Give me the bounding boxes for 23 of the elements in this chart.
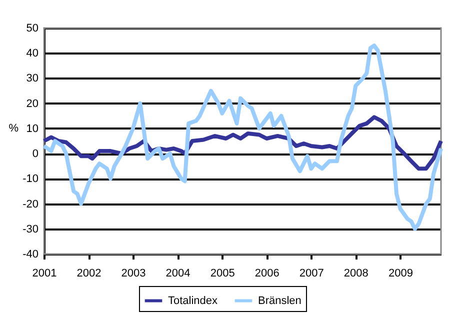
x-tick-label: 2006: [254, 268, 280, 280]
x-tick-label: 2004: [166, 268, 190, 280]
x-tick-label: 2001: [32, 268, 57, 280]
y-tick-label: 40: [26, 48, 38, 60]
x-tick-label: 2003: [121, 268, 146, 280]
y-tick-label: -40: [22, 248, 38, 260]
legend-label: Totalindex: [168, 294, 218, 307]
y-tick-label: 0: [32, 148, 38, 160]
y-tick-label: 30: [26, 72, 38, 85]
y-tick-label: 10: [26, 122, 38, 135]
x-tick-label: 2009: [388, 268, 414, 280]
y-tick-label: 20: [26, 98, 38, 110]
y-tick-label: -10: [22, 173, 38, 186]
legend-label: Bränslen: [258, 294, 302, 307]
x-tick-label: 2002: [76, 268, 102, 280]
x-tick-label: 2007: [299, 268, 324, 280]
y-tick-label: 50: [26, 22, 38, 34]
x-tick-label: 2008: [344, 268, 368, 280]
line-series: [42, 44, 443, 231]
y-tick-label: -20: [22, 198, 38, 210]
y-axis-title: %: [8, 122, 19, 134]
x-tick-label: 2005: [210, 268, 235, 280]
y-tick-label: -30: [22, 223, 38, 236]
